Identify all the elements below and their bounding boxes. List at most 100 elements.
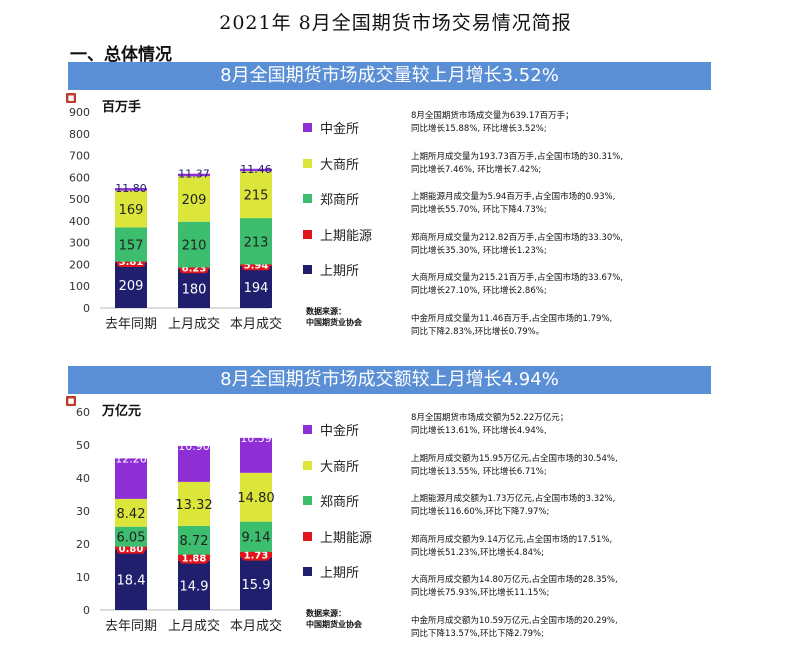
note-line: 8月全国期货市场成交额为52.22万亿元； <box>411 413 569 423</box>
legend-label: 大商所 <box>320 459 360 475</box>
note-block: 8月全国期货市场成交额为52.22万亿元； 同比增长13.61%, 环比增长4.9… <box>411 412 568 438</box>
value-banner: 8月全国期货市场成交额较上月增长4.94% <box>68 366 711 394</box>
data-label: 210 <box>182 239 207 254</box>
bar-segment <box>178 445 210 482</box>
note-line: 同比增长75.93%,环比增长11.15%; <box>411 588 550 598</box>
bar-segment <box>178 560 210 610</box>
note-line: 同比增长35.30%, 环比增长1.23%; <box>411 245 547 256</box>
bar-segment <box>115 227 147 262</box>
note-line: 同比增长13.61%, 环比增长4.94%, <box>411 426 547 436</box>
volume-chart: 0 100 200 300 400 500 600 700 800 900 209 3.81 157 16… <box>69 106 282 332</box>
data-label: 1.73 <box>244 551 269 562</box>
note-line: 同比增长55.70%, 环比下降4.73%; <box>411 205 547 215</box>
note-block: 上期能源月成交额为1.73万亿元,占全国市场的3.32%, 同比增长116.60%… <box>411 493 615 519</box>
legend-item: 中金所 <box>303 420 359 439</box>
logo-mark: ■ <box>66 93 76 103</box>
data-label: 215 <box>244 189 269 204</box>
note-line: 同比增长116.60%,环比下降7.97%; <box>411 507 550 517</box>
data-label: 157 <box>119 239 144 254</box>
label-backdrop <box>180 552 208 564</box>
data-label: 213 <box>244 235 269 250</box>
source-name: 中国期货业协会 <box>306 318 362 327</box>
legend-swatch <box>303 531 312 541</box>
legend-item: 郑商所 <box>303 491 359 510</box>
data-label: 11.46 <box>240 163 272 176</box>
label-backdrop <box>242 549 270 561</box>
bar-segment <box>178 525 210 555</box>
source-label: 数据来源： <box>306 307 346 316</box>
note-line: 同比增长51.23%,环比增长4.84%; <box>411 547 544 558</box>
bar-segment <box>115 526 147 547</box>
document-title: 2021年 8月全国期货市场交易情况简报 <box>219 12 572 34</box>
value-unit-label: 万亿元 <box>102 404 142 419</box>
category-label: 上月成交 <box>168 316 220 332</box>
bar-segment <box>178 176 210 222</box>
value-chart: 0 10 20 30 40 50 60 18.4 0.806.05 8.42 12.26 去年同期 14… <box>76 406 282 634</box>
y-tick-label: 700 <box>69 150 90 163</box>
data-label: 1.88 <box>182 554 207 565</box>
data-label: 6.23 <box>182 263 207 274</box>
y-tick-label: 10 <box>76 571 90 584</box>
data-label: 14.80 <box>237 491 274 506</box>
bar-segment <box>240 168 272 172</box>
volume-banner: 8月全国期货市场成交量较上月增长3.52% <box>68 62 711 90</box>
bar-segment <box>178 268 210 308</box>
note-line: 同比下降13.57%,环比下降2.79%; <box>411 628 544 639</box>
data-label: 10.59 <box>240 432 272 445</box>
bar-segment <box>115 188 147 191</box>
note-block: 上期能源月成交量为5.94百万手,占全国市场的0.93%, 同比增长55.70%,… <box>411 191 615 217</box>
y-tick-label: 600 <box>69 171 90 184</box>
bar-segment <box>115 190 147 228</box>
category-label: 上月成交 <box>168 618 220 634</box>
legend-label: 上期能源 <box>320 228 373 244</box>
y-tick-label: 800 <box>69 128 90 141</box>
data-label: 12.26 <box>115 452 147 465</box>
data-label: 180 <box>182 282 207 297</box>
note-line: 同比下降2.83%,环比增长0.79%。 <box>411 326 545 337</box>
y-tick-label: 500 <box>69 193 90 206</box>
legend-swatch <box>303 158 312 168</box>
bar-segment <box>240 218 272 265</box>
note-line: 同比增长7.46%, 环比增长7.42%; <box>411 164 542 175</box>
source-name: 中国期货业协会 <box>306 620 362 629</box>
legend-label: 上期能源 <box>320 530 373 546</box>
note-line: 同比增长13.55%, 环比增长6.71%; <box>411 466 547 477</box>
legend-label: 郑商所 <box>320 193 360 208</box>
note-block: 大商所月成交量为215.21百万手,占全国市场的33.67%, 同比增长27.10… <box>411 272 623 298</box>
y-tick-label: 0 <box>83 604 90 617</box>
note-line: 上期能源月成交量为5.94百万手,占全国市场的0.93%, <box>411 192 616 202</box>
legend-swatch <box>303 229 312 239</box>
note-block: 中金所月成交量为11.46百万手,占全国市场的1.79%, 同比下降2.83%,环… <box>411 313 612 339</box>
section-heading: 一、总体情况 <box>70 45 172 65</box>
note-line: 中金所月成交额为10.59万亿元,占全国市场的20.29%, <box>411 615 618 626</box>
legend-swatch <box>303 496 312 505</box>
bar-segment <box>115 549 147 610</box>
y-tick-label: 0 <box>83 302 90 315</box>
bar-segment <box>178 481 210 526</box>
note-line: 大商所月成交额为14.80万亿元,占全国市场的28.35%, <box>411 575 618 585</box>
category-label: 本月成交 <box>230 316 282 332</box>
bar-segment <box>240 557 272 610</box>
y-tick-label: 200 <box>69 258 90 271</box>
data-label: 3.81 <box>119 257 144 268</box>
bar-segment <box>240 521 272 552</box>
note-line: 郑商所月成交量为212.82百万手,占全国市场的33.30%, <box>411 232 624 243</box>
note-line: 同比增长27.10%, 环比增长2.86%; <box>411 286 547 296</box>
bar-segment <box>115 498 147 527</box>
data-label: 14.9 <box>180 579 209 594</box>
legend-swatch <box>303 460 312 470</box>
legend-item: 上期所 <box>303 260 359 279</box>
legend-label: 中金所 <box>320 424 360 439</box>
note-block: 郑商所月成交量为212.82百万手,占全国市场的33.30%, 同比增长35.30… <box>411 232 623 258</box>
note-line: 郑商所月成交额为9.14万亿元,占全国市场的17.51%, <box>411 534 613 545</box>
data-label: 209 <box>182 193 207 208</box>
data-label: 194 <box>244 281 269 296</box>
data-label: 8.42 <box>117 507 146 522</box>
bar-segment <box>240 265 272 308</box>
bar-segment <box>115 262 147 308</box>
legend-swatch <box>303 567 312 576</box>
legend-label: 中金所 <box>320 122 360 137</box>
data-label: 209 <box>119 279 144 294</box>
legend-item: 大商所 <box>303 456 359 475</box>
y-tick-label: 40 <box>76 472 90 485</box>
